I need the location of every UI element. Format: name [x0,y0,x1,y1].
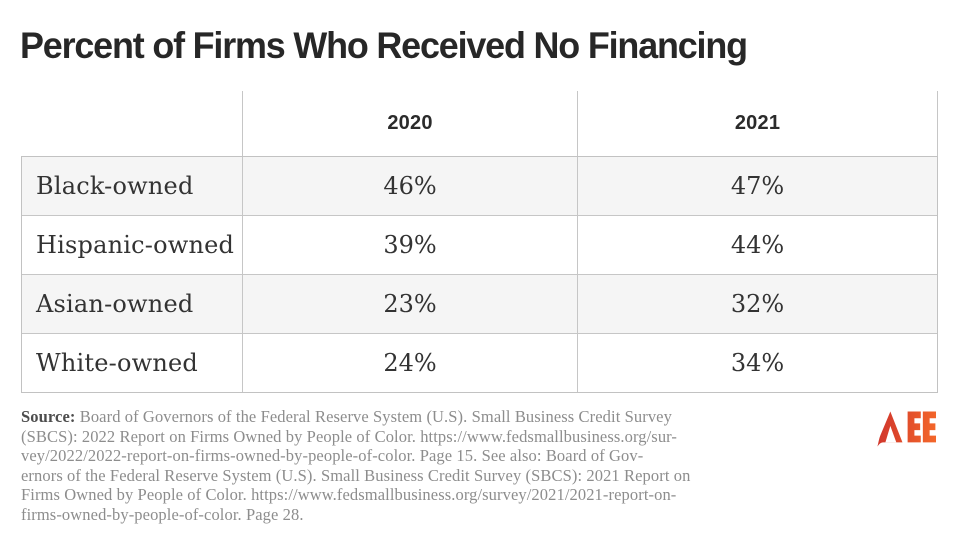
header-cell-empty [21,91,242,156]
source-line: Firms Owned by People of Color. https://… [21,485,677,505]
value-2020: 39% [242,216,577,274]
value-2021: 47% [577,157,937,215]
source-line: vey/2022/2022-report-on-firms-owned-by-p… [21,446,644,466]
logo-letter-e [922,411,937,443]
aee-logo [877,411,937,447]
header-cell-2020: 2020 [242,91,577,156]
row-label: Hispanic-owned [36,231,235,259]
value-2020: 46% [242,157,577,215]
table-body: Black-owned 46% 47% Hispanic-owned 39% 4… [21,156,938,393]
table-row: Asian-owned 23% 32% [22,274,937,333]
source-line: ernors of the Federal Reserve System (U.… [21,465,691,485]
source-text: Board of Governors of the Federal Reserv… [79,407,672,426]
table-header-row: 2020 2021 [21,91,938,156]
table-row: Hispanic-owned 39% 44% [22,215,937,274]
value-2020: 23% [242,275,577,333]
header-cell-2021: 2021 [577,91,938,156]
row-label: White-owned [36,349,198,377]
financing-table: 2020 2021 Black-owned 46% 47% Hispanic-o… [21,91,938,393]
source-line: (SBCS): 2022 Report on Firms Owned by Pe… [21,426,678,446]
logo-letter-e [907,411,921,443]
row-label: Asian-owned [36,290,194,318]
source-label: Source: [21,407,76,426]
value-2021: 44% [577,216,937,274]
page-title: Percent of Firms Who Received No Financi… [20,25,748,66]
source-line: firms-owned-by-people-of-color. Page 28. [21,504,304,524]
logo-letter-a-counter [885,425,897,443]
row-label: Black-owned [36,172,194,200]
value-2021: 32% [577,275,937,333]
value-2020: 24% [242,334,577,392]
table-row: White-owned 24% 34% [22,333,937,392]
source-line: Source: Board of Governors of the Federa… [21,407,781,427]
value-2021: 34% [577,334,937,392]
table-row: Black-owned 46% 47% [22,157,937,215]
source-note: Source: Board of Governors of the Federa… [21,407,781,525]
